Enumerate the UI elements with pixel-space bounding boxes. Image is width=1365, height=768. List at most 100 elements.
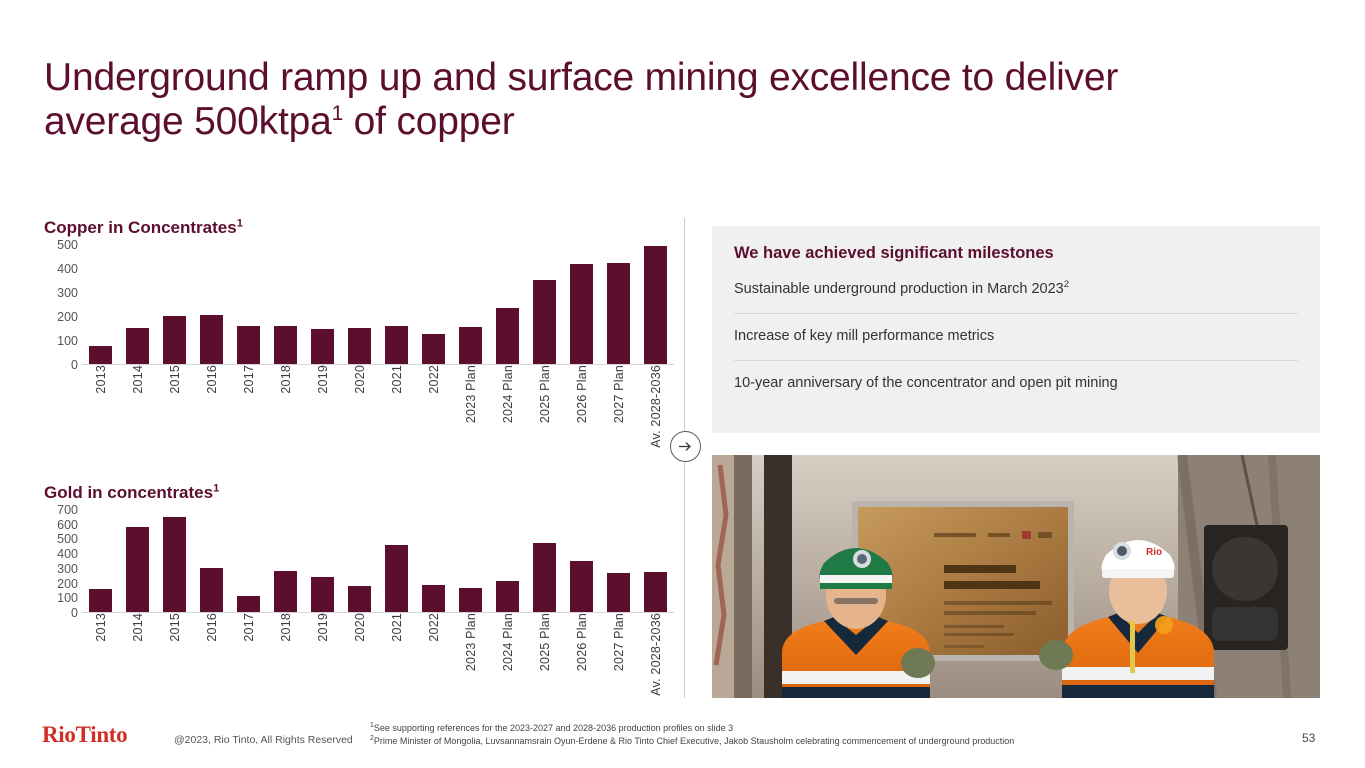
bar-slot <box>304 509 341 612</box>
copyright-text: @2023, Rio Tinto, All Rights Reserved <box>174 734 353 746</box>
x-label-slot: 2026 Plan <box>563 365 600 443</box>
x-tick-label: Av. 2028-2036 <box>648 613 663 696</box>
y-tick-label: 400 <box>57 546 78 561</box>
x-label-slot: 2018 <box>267 365 304 443</box>
footnote-2-marker: 2 <box>370 734 374 742</box>
x-tick-label: 2024 Plan <box>500 613 515 672</box>
bar-slot <box>341 244 378 364</box>
footnote-2-text: Prime Minister of Mongolia, Luvsannamsra… <box>373 735 1015 746</box>
bar-slot <box>267 244 304 364</box>
x-tick-label: 2019 <box>315 613 330 642</box>
bar <box>644 572 667 612</box>
bar <box>496 581 519 612</box>
title-line-2-post: of copper <box>343 100 515 143</box>
copper-chart: Copper in Concentrates1 0 100 200 300 400 500… <box>44 218 674 448</box>
y-tick-label: 700 <box>57 502 78 517</box>
svg-text:Rio: Rio <box>1146 547 1162 558</box>
milestone-item-2-text: Increase of key mill performance metrics <box>734 328 995 344</box>
bar-slot <box>193 509 230 612</box>
milestone-item-1: Sustainable underground production in Ma… <box>734 280 1298 314</box>
y-tick-label: 0 <box>71 605 78 620</box>
x-tick-label: Av. 2028-2036 <box>648 365 663 448</box>
x-label-slot: 2019 <box>304 613 341 713</box>
x-tick-label: 2019 <box>315 365 330 394</box>
bar <box>274 570 297 612</box>
bar-slot <box>489 509 526 612</box>
gold-chart: Gold in concentrates1 0 100 200 300 400 500 60… <box>44 483 674 713</box>
x-label-slot: 2026 Plan <box>563 613 600 713</box>
gold-chart-heading-text: Gold in concentrates <box>44 483 214 502</box>
x-label-slot: Av. 2028-2036 <box>637 365 674 448</box>
x-tick-label: 2021 <box>389 613 404 642</box>
milestones-panel: We have achieved significant milestones … <box>712 226 1320 433</box>
bar-slot <box>156 509 193 612</box>
bar <box>385 545 408 612</box>
x-label-slot: 2025 Plan <box>526 613 563 713</box>
y-tick-label: 600 <box>57 517 78 532</box>
bar-slot <box>637 244 674 364</box>
arrow-right-icon[interactable] <box>670 431 701 462</box>
bar <box>274 325 297 364</box>
x-tick-label: 2023 Plan <box>463 365 478 424</box>
y-tick-label: 100 <box>57 333 78 348</box>
bar-slot <box>156 244 193 364</box>
bar <box>163 517 186 612</box>
charts-column: Copper in Concentrates1 0 100 200 300 400 500… <box>44 218 674 713</box>
bar <box>89 589 112 612</box>
x-tick-label: 2025 Plan <box>537 613 552 672</box>
bar-slot <box>378 244 415 364</box>
bar-slot <box>415 244 452 364</box>
x-tick-label: 2026 Plan <box>574 365 589 424</box>
y-tick-label: 300 <box>57 285 78 300</box>
bar <box>237 326 260 364</box>
bar <box>385 325 408 364</box>
x-label-slot: 2021 <box>378 365 415 443</box>
footnote-1: 1See supporting references for the 2023-… <box>370 722 1014 735</box>
gold-chart-heading: Gold in concentrates1 <box>44 483 674 503</box>
bar-slot <box>452 244 489 364</box>
bar <box>126 328 149 364</box>
bar <box>237 595 260 612</box>
bar-slot <box>82 244 119 364</box>
underground-production-photo: Rio <box>712 455 1320 698</box>
bar <box>311 328 334 364</box>
x-tick-label: 2013 <box>93 365 108 394</box>
bar <box>570 560 593 612</box>
bar-slot <box>193 244 230 364</box>
x-label-slot: 2014 <box>119 365 156 443</box>
x-label-slot: 2024 Plan <box>489 365 526 443</box>
x-tick-label: 2016 <box>204 613 219 642</box>
x-label-slot: 2018 <box>267 613 304 713</box>
bar <box>496 307 519 364</box>
y-tick-label: 200 <box>57 576 78 591</box>
bar-slot <box>304 244 341 364</box>
copper-chart-heading-text: Copper in Concentrates <box>44 218 237 237</box>
bar <box>311 576 334 612</box>
y-tick-label: 400 <box>57 261 78 276</box>
copper-chart-heading: Copper in Concentrates1 <box>44 218 674 238</box>
bar-slot <box>526 509 563 612</box>
bar <box>422 584 445 612</box>
y-tick-label: 500 <box>57 532 78 547</box>
copper-heading-footnote-marker: 1 <box>236 217 243 230</box>
title-line-1: Underground ramp up and surface mining e… <box>44 56 1119 99</box>
bar <box>570 264 593 364</box>
bar <box>200 315 223 364</box>
x-tick-label: 2022 <box>426 365 441 394</box>
gold-x-axis: 2013 2014 2015 2016 2017 2018 2019 2020 2021 2022… <box>82 613 674 713</box>
bar-slot <box>637 509 674 612</box>
bar-slot <box>563 509 600 612</box>
bar-slot <box>230 244 267 364</box>
x-label-slot: 2022 <box>415 365 452 443</box>
bar <box>533 542 556 612</box>
x-tick-label: 2027 Plan <box>611 613 626 672</box>
riotinto-logo: RioTinto <box>42 722 128 747</box>
title-footnote-marker: 1 <box>331 102 344 125</box>
page-title: Underground ramp up and surface mining e… <box>44 56 1284 144</box>
copper-plot-area <box>82 244 674 365</box>
bar <box>644 246 667 364</box>
x-label-slot: 2017 <box>230 613 267 713</box>
x-label-slot: 2023 Plan <box>452 613 489 713</box>
x-tick-label: 2015 <box>167 613 182 642</box>
x-label-slot: 2013 <box>82 365 119 443</box>
